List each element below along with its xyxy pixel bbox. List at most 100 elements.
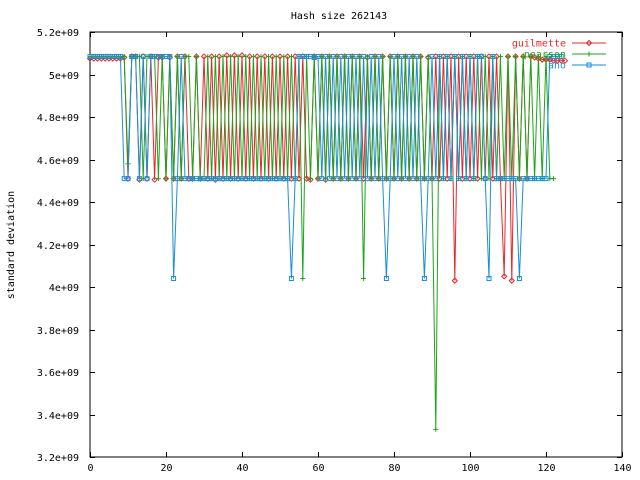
data-point	[215, 53, 223, 60]
chart-title: Hash size 262143	[291, 11, 387, 22]
data-point	[228, 53, 234, 59]
data-point	[330, 53, 336, 59]
data-point	[505, 53, 511, 59]
legend-label-aho: aho	[548, 61, 566, 72]
data-point	[508, 277, 516, 284]
data-point	[136, 176, 142, 182]
plot-frame	[89, 31, 623, 458]
data-point	[402, 176, 408, 182]
data-point	[292, 176, 298, 182]
data-point	[223, 52, 231, 59]
data-point	[421, 276, 427, 281]
data-point	[323, 53, 329, 59]
data-point	[500, 273, 508, 280]
data-point	[315, 53, 321, 59]
x-tick-label: 100	[461, 463, 479, 474]
data-point	[276, 53, 284, 60]
data-point	[467, 53, 473, 59]
data-point	[406, 53, 412, 59]
data-point	[269, 53, 276, 60]
data-point	[284, 53, 291, 60]
legend-marker-pearson	[586, 51, 592, 57]
data-point	[456, 176, 462, 182]
data-point	[528, 53, 534, 59]
data-point	[516, 276, 522, 281]
data-point	[520, 53, 526, 59]
data-point	[433, 176, 439, 182]
x-tick-label: 80	[388, 463, 400, 474]
data-point	[535, 53, 541, 59]
data-point	[376, 53, 382, 59]
data-point	[250, 53, 256, 59]
data-point	[155, 176, 161, 182]
data-point	[543, 176, 549, 182]
data-point	[471, 176, 477, 182]
data-point	[163, 176, 169, 182]
data-point	[490, 53, 496, 59]
data-point	[410, 176, 416, 182]
data-point	[361, 53, 367, 59]
series-aho	[87, 53, 564, 281]
data-point	[334, 176, 340, 182]
data-point	[178, 53, 184, 59]
data-point	[558, 53, 564, 59]
data-point	[425, 176, 431, 182]
data-point	[288, 276, 294, 281]
data-point	[429, 53, 435, 59]
data-point	[437, 53, 443, 59]
data-point	[281, 53, 287, 59]
data-point	[253, 53, 261, 60]
axes: 3.2e+09 3.4e+09 3.6e+09 3.8e+09 4e+09 4.2e+09…	[37, 28, 632, 474]
data-point	[383, 276, 389, 281]
data-point	[171, 276, 177, 281]
y-tick-label: 3.8e+09	[37, 326, 79, 337]
data-point	[349, 176, 355, 182]
data-point	[353, 53, 359, 59]
legend-marker-aho	[586, 62, 592, 68]
data-point	[133, 53, 139, 59]
data-point	[326, 176, 332, 182]
y-tick-label: 3.4e+09	[37, 411, 79, 422]
data-point	[285, 176, 291, 182]
y-tick-label: 5.2e+09	[37, 28, 79, 39]
data-point	[193, 53, 199, 59]
data-point	[357, 176, 363, 182]
series-line-aho	[90, 55, 562, 279]
data-point	[463, 176, 469, 182]
x-tick-label: 20	[160, 463, 172, 474]
y-tick-label: 4.2e+09	[37, 241, 79, 252]
data-point	[307, 176, 313, 182]
y-axis-label: standard deviation	[6, 191, 17, 299]
legend-label-guilmette: guilmette	[512, 39, 566, 50]
data-point	[391, 53, 397, 59]
data-point	[338, 53, 344, 59]
x-tick-label: 120	[537, 463, 555, 474]
data-point	[448, 176, 454, 182]
data-point	[342, 176, 348, 182]
data-point	[205, 53, 211, 59]
data-point	[482, 176, 488, 182]
data-point	[300, 276, 306, 281]
data-point	[380, 176, 386, 182]
data-point	[200, 53, 208, 60]
y-tick-label: 4e+09	[49, 283, 79, 294]
data-point	[174, 176, 180, 182]
data-point	[368, 53, 374, 59]
data-point	[459, 53, 465, 59]
data-point	[478, 53, 484, 59]
data-point	[551, 176, 557, 182]
x-tick-label: 0	[87, 463, 93, 474]
x-tick-label: 60	[312, 463, 324, 474]
y-tick-label: 4.6e+09	[37, 156, 79, 167]
data-point	[144, 176, 150, 182]
data-point	[444, 53, 450, 59]
data-point	[451, 277, 459, 284]
data-point	[364, 176, 370, 182]
data-point	[243, 53, 249, 59]
data-point	[418, 176, 424, 182]
data-point	[273, 53, 279, 59]
data-point	[231, 52, 238, 59]
data-point	[235, 53, 241, 59]
